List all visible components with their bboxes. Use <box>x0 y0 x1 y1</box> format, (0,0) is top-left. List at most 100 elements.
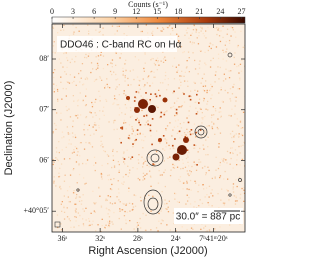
noise <box>204 51 206 53</box>
noise <box>134 139 136 142</box>
noise <box>73 149 75 151</box>
noise <box>90 212 92 214</box>
noise <box>189 170 191 172</box>
noise <box>129 210 131 212</box>
noise <box>91 223 93 226</box>
noise <box>209 89 211 92</box>
noise <box>215 71 217 73</box>
noise <box>85 116 88 118</box>
noise <box>189 98 192 101</box>
annotation: DDO46 : C-band RC on Hα <box>60 40 182 51</box>
noise <box>201 202 204 205</box>
noise <box>235 36 237 38</box>
noise <box>69 186 71 188</box>
noise <box>159 142 161 144</box>
noise <box>219 175 222 177</box>
noise <box>95 78 98 81</box>
noise <box>138 91 140 93</box>
noise <box>106 208 108 210</box>
noise <box>243 187 245 189</box>
noise <box>214 176 216 178</box>
noise <box>84 78 87 80</box>
noise <box>100 136 102 138</box>
noise <box>188 188 190 191</box>
noise <box>94 169 96 172</box>
blob <box>126 96 130 100</box>
noise <box>95 129 97 131</box>
noise <box>74 114 77 117</box>
noise <box>125 122 127 124</box>
noise <box>163 160 165 162</box>
noise <box>165 129 167 131</box>
noise <box>101 178 103 180</box>
noise <box>77 99 80 101</box>
noise <box>173 223 175 225</box>
noise <box>85 104 87 106</box>
noise <box>143 139 145 142</box>
noise <box>74 216 76 218</box>
noise <box>149 102 151 104</box>
noise <box>85 116 87 119</box>
noise <box>95 68 97 71</box>
colorbar-label: Counts (s⁻¹) <box>128 0 168 9</box>
noise <box>223 161 225 163</box>
noise <box>186 149 189 151</box>
noise <box>191 41 194 43</box>
noise <box>77 212 79 214</box>
noise <box>76 100 79 102</box>
noise <box>58 172 60 174</box>
noise <box>131 128 133 130</box>
noise <box>76 193 78 196</box>
noise <box>176 132 179 134</box>
noise <box>172 92 174 94</box>
noise <box>235 100 237 102</box>
noise <box>183 132 186 134</box>
noise <box>88 53 90 55</box>
noise <box>109 196 112 198</box>
noise <box>60 223 62 225</box>
noise <box>159 94 161 97</box>
noise <box>88 124 90 126</box>
noise <box>179 79 181 81</box>
noise <box>113 122 115 124</box>
noise <box>64 71 66 73</box>
noise <box>103 150 105 152</box>
noise <box>77 189 80 191</box>
noise <box>83 225 85 227</box>
noise <box>217 118 219 120</box>
noise <box>52 163 54 166</box>
noise <box>123 203 125 205</box>
noise <box>101 225 103 227</box>
noise <box>83 83 85 85</box>
noise <box>90 62 93 64</box>
noise <box>222 25 224 27</box>
noise <box>136 117 138 119</box>
noise <box>128 134 130 137</box>
noise <box>112 155 114 157</box>
noise <box>231 136 233 139</box>
noise <box>116 151 118 153</box>
noise <box>93 156 96 158</box>
noise <box>122 70 124 72</box>
noise <box>76 147 78 150</box>
noise <box>223 158 225 160</box>
noise <box>97 55 100 57</box>
noise <box>174 107 176 110</box>
noise <box>201 136 203 138</box>
noise <box>238 133 240 135</box>
colorbar-tick-label: 18 <box>174 7 182 16</box>
noise <box>99 100 101 102</box>
noise <box>218 78 220 80</box>
blob <box>183 137 189 143</box>
noise <box>152 34 154 36</box>
noise <box>169 229 171 231</box>
noise <box>75 208 77 210</box>
noise <box>210 88 212 90</box>
noise <box>52 26 54 28</box>
noise <box>64 174 66 176</box>
noise <box>222 36 224 39</box>
noise <box>206 89 208 92</box>
noise <box>172 129 174 131</box>
noise <box>118 84 120 86</box>
noise <box>207 146 209 148</box>
